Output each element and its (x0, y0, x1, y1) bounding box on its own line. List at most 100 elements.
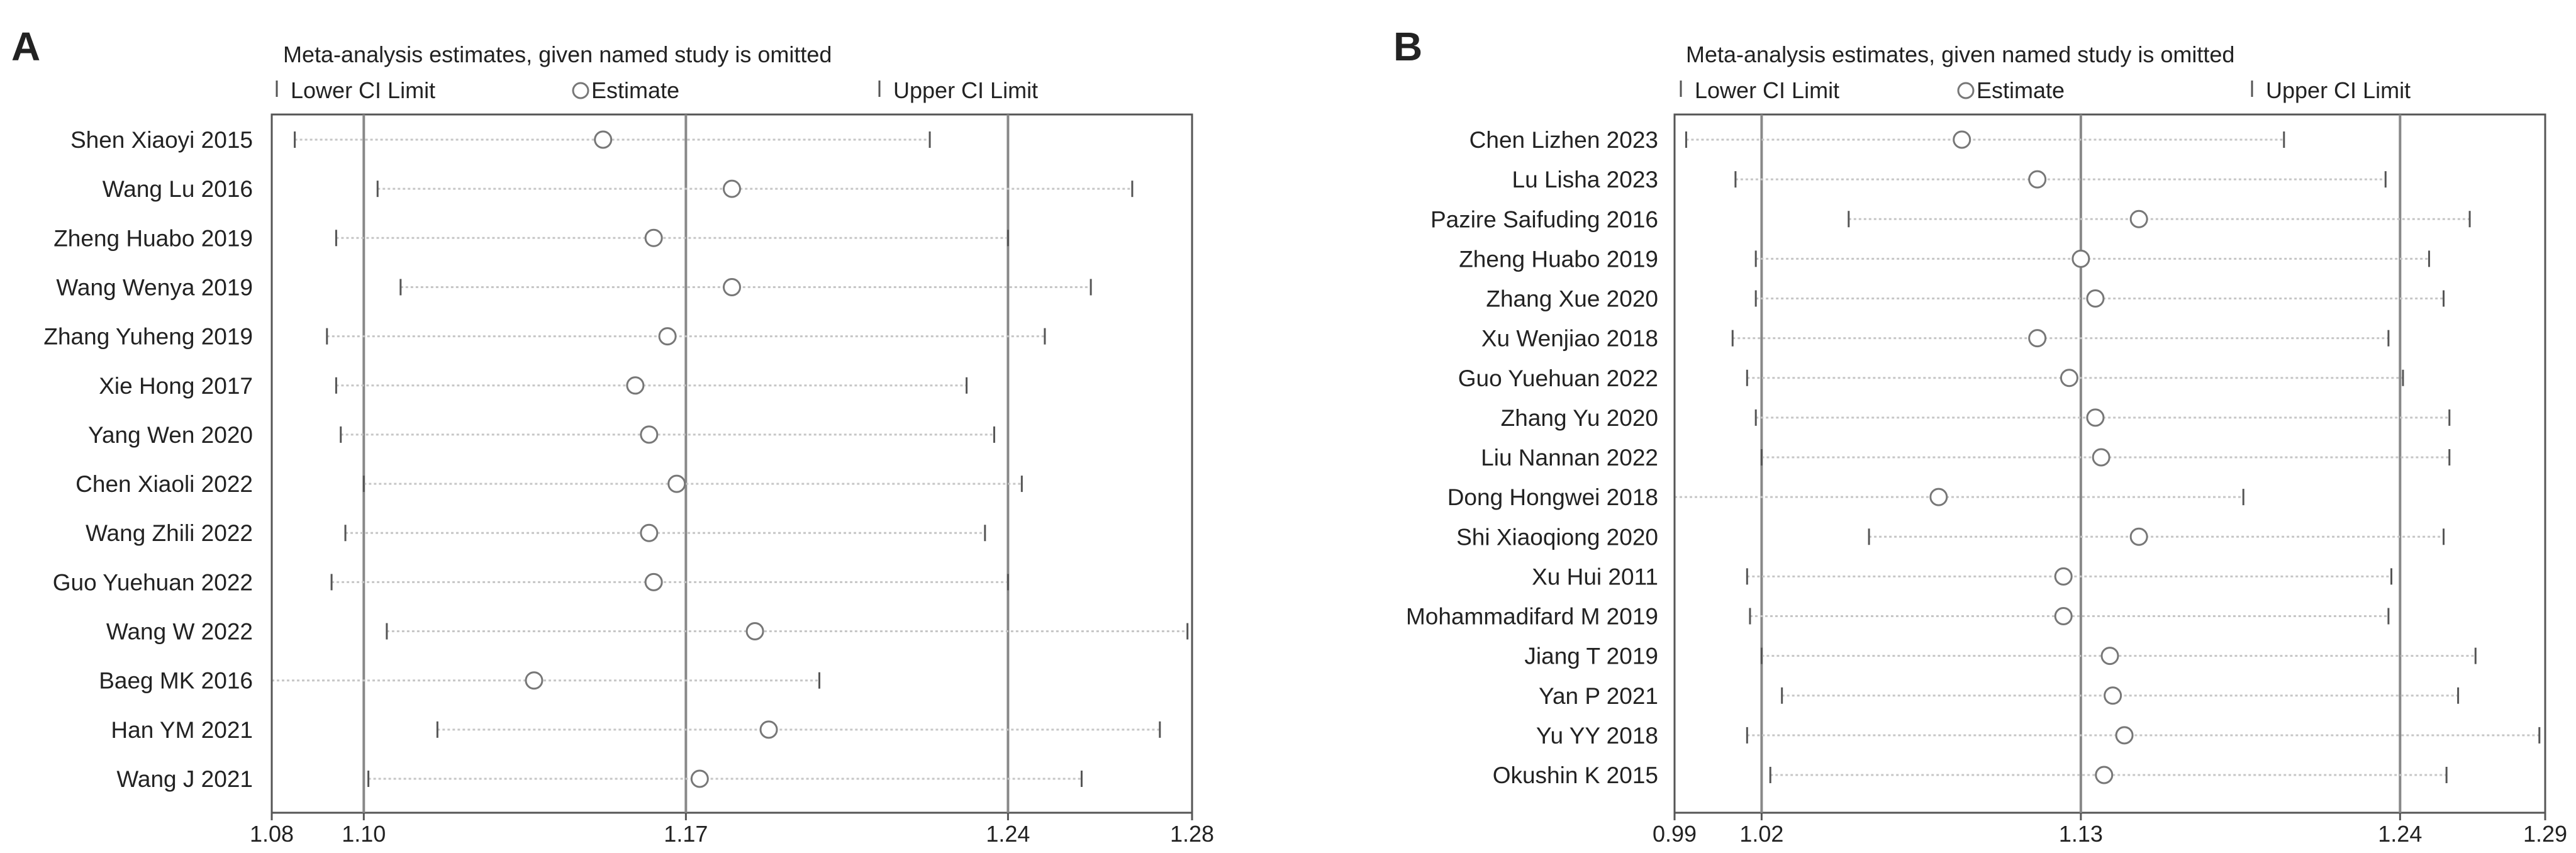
study-label: Zheng Huabo 2019 (53, 225, 253, 251)
estimate-marker (525, 671, 544, 690)
study-label: Wang J 2021 (116, 766, 253, 792)
study-row: Pazire Saifuding 2016 (1430, 206, 2471, 232)
study-label: Yan P 2021 (1539, 683, 1658, 709)
estimate-marker (2095, 766, 2114, 784)
study-row: Wang W 2022 (106, 619, 1189, 645)
legend-lower-ci-label: Lower CI Limit (291, 77, 435, 103)
panel-b: B Meta-analysis estimates, given named st… (1393, 24, 2567, 847)
estimate-marker (1929, 488, 1948, 506)
study-row: Chen Lizhen 2023 (1469, 127, 2285, 153)
study-row: Mohammadifard M 2019 (1406, 604, 2390, 630)
study-row: Liu Nannan 2022 (1481, 445, 2451, 471)
study-label: Wang Lu 2016 (103, 176, 253, 202)
chart-title: Meta-analysis estimates, given named stu… (283, 42, 832, 67)
legend-lower-ci-label: Lower CI Limit (1695, 77, 1839, 103)
x-tick-label: 1.08 (250, 821, 294, 847)
study-row: Baeg MK 2016 (99, 668, 820, 694)
study-label: Xu Hui 2011 (1532, 564, 1658, 589)
study-row: Guo Yuehuan 2022 (53, 569, 1009, 595)
estimate-marker (723, 277, 741, 296)
estimate-marker (640, 425, 659, 444)
study-label: Okushin K 2015 (1493, 762, 1658, 788)
study-row: Shen Xiaoyi 2015 (70, 127, 931, 153)
estimate-marker (594, 130, 613, 149)
study-row: Xie Hong 2017 (99, 373, 968, 399)
x-tick-label: 1.28 (1170, 821, 1214, 847)
x-tick-label: 1.29 (2523, 821, 2567, 847)
study-row: Wang Zhili 2022 (86, 520, 986, 546)
study-label: Yu YY 2018 (1536, 723, 1658, 749)
study-row: Okushin K 2015 (1493, 762, 2448, 788)
study-row: Wang Lu 2016 (103, 176, 1134, 202)
study-label: Pazire Saifuding 2016 (1430, 206, 1658, 232)
study-row: Zhang Yuheng 2019 (43, 324, 1046, 350)
estimate-marker (2054, 607, 2073, 625)
estimate-marker (1953, 130, 1971, 149)
panel-letter: A (11, 24, 40, 69)
study-row: Zhang Xue 2020 (1486, 286, 2445, 312)
estimate-marker (2071, 249, 2090, 268)
study-label: Baeg MK 2016 (99, 668, 253, 694)
study-label: Guo Yuehuan 2022 (1458, 365, 1658, 391)
study-label: Mohammadifard M 2019 (1406, 604, 1658, 630)
estimate-marker (626, 376, 645, 395)
study-label: Wang Wenya 2019 (56, 274, 253, 300)
study-label: Jiang T 2019 (1524, 644, 1658, 669)
estimate-marker (2086, 408, 2105, 427)
estimate-marker (745, 622, 764, 641)
legend: Lower CI Limit Estimate Upper CI Limit (1680, 77, 2411, 103)
study-row: Shi Xiaoqiong 2020 (1456, 524, 2445, 550)
study-row: Chen Xiaoli 2022 (75, 471, 1023, 497)
estimate-marker (644, 228, 663, 247)
estimate-marker (2028, 329, 2047, 348)
study-label: Liu Nannan 2022 (1481, 445, 1658, 471)
study-row: Yu YY 2018 (1536, 723, 2541, 749)
study-label: Zhang Xue 2020 (1486, 286, 1658, 312)
study-label: Xu Wenjiao 2018 (1481, 326, 1658, 352)
estimate-marker (2104, 686, 2122, 705)
plot-frame (1673, 113, 2546, 814)
study-label: Zhang Yu 2020 (1501, 405, 1658, 431)
study-row: Xu Hui 2011 (1532, 564, 2392, 589)
estimate-marker (640, 523, 659, 542)
study-row: Han YM 2021 (111, 717, 1161, 743)
estimate-marker (690, 769, 709, 788)
study-label: Xie Hong 2017 (99, 373, 253, 399)
estimate-marker (2060, 369, 2078, 387)
estimate-marker (2054, 567, 2073, 586)
x-tick-label: 1.17 (664, 821, 708, 847)
study-row: Yang Wen 2020 (88, 422, 995, 448)
study-row: Xu Wenjiao 2018 (1481, 326, 2390, 352)
estimate-marker (723, 179, 741, 198)
estimate-marker (759, 720, 778, 739)
legend-estimate-marker (572, 82, 589, 99)
study-label: Shen Xiaoyi 2015 (70, 127, 253, 153)
study-label: Chen Lizhen 2023 (1469, 127, 1658, 153)
estimate-marker (2129, 527, 2148, 546)
plot-frame (270, 113, 1193, 814)
study-label: Lu Lisha 2023 (1512, 167, 1658, 192)
study-label: Chen Xiaoli 2022 (75, 471, 253, 497)
x-tick-label: 1.10 (342, 821, 386, 847)
study-label: Zheng Huabo 2019 (1459, 246, 1658, 272)
estimate-marker (2100, 647, 2119, 666)
legend-upper-ci-label: Upper CI Limit (2266, 77, 2411, 103)
study-row: Yan P 2021 (1539, 683, 2460, 709)
study-label: Han YM 2021 (111, 717, 253, 743)
study-row: Zheng Huabo 2019 (53, 225, 1009, 251)
estimate-marker (2092, 448, 2110, 467)
study-label: Zhang Yuheng 2019 (43, 324, 253, 350)
study-label: Shi Xiaoqiong 2020 (1456, 524, 1658, 550)
study-label: Wang W 2022 (106, 619, 253, 645)
study-row: Guo Yuehuan 2022 (1458, 365, 2404, 391)
x-tick-label: 1.02 (1739, 821, 1783, 847)
estimate-marker (2086, 289, 2105, 308)
estimate-marker (658, 327, 677, 346)
study-label: Wang Zhili 2022 (86, 520, 253, 546)
legend: Lower CI Limit Estimate Upper CI Limit (276, 77, 1038, 103)
legend-upper-ci-label: Upper CI Limit (893, 77, 1038, 103)
legend-estimate-label: Estimate (591, 77, 679, 103)
study-row: Wang Wenya 2019 (56, 274, 1092, 300)
x-tick-label: 1.24 (986, 821, 1030, 847)
